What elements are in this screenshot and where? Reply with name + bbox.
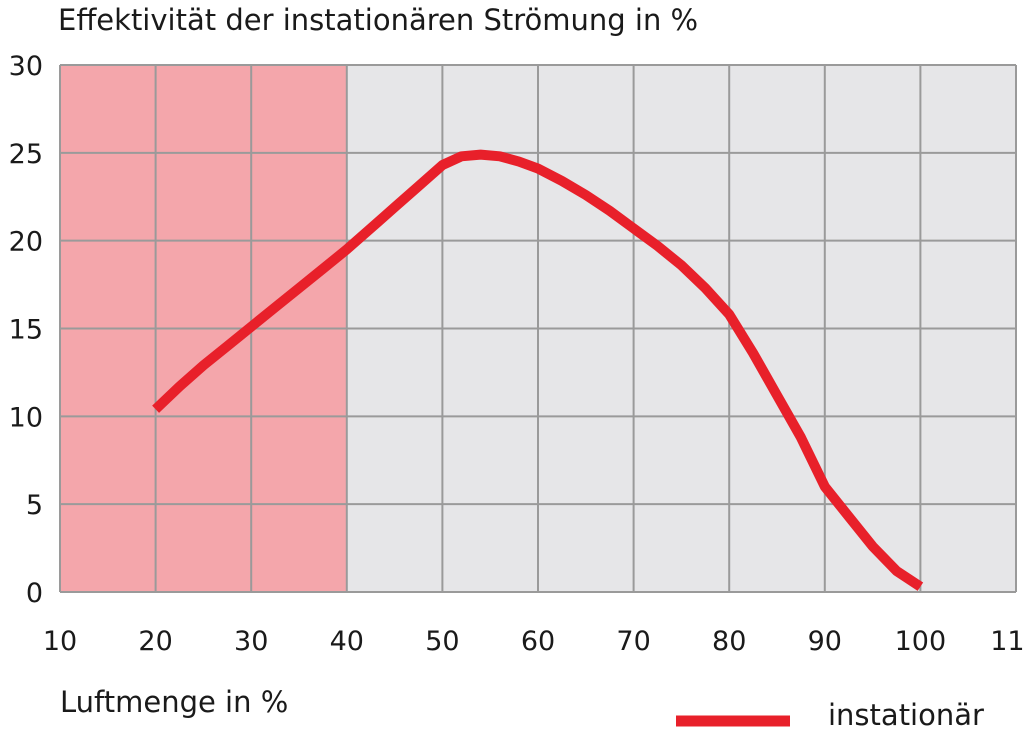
y-tick-label: 25 (9, 139, 43, 170)
series-line (152, 149, 924, 591)
y-tick-label: 30 (9, 51, 43, 82)
x-axis-label: Luftmenge in % (60, 685, 288, 719)
y-tick-label: 20 (9, 227, 43, 258)
y-tick-labels: 0 5 10 15 20 25 30 (9, 51, 43, 609)
plot-area (59, 64, 1017, 593)
y-tick-label: 5 (26, 490, 43, 521)
x-tick-label: 90 (808, 626, 842, 657)
chart-title: Effektivität der instationären Strömung … (58, 3, 698, 37)
x-tick-label: 110 (990, 626, 1024, 657)
x-tick-label: 40 (330, 626, 364, 657)
x-tick-label: 70 (616, 626, 650, 657)
x-tick-labels: 10 20 30 40 50 60 70 80 90 100 110 (43, 626, 1024, 657)
x-tick-label: 10 (43, 626, 77, 657)
legend-label: instationär (828, 698, 984, 730)
y-tick-label: 0 (26, 578, 43, 609)
x-tick-label: 60 (521, 626, 555, 657)
x-tick-label: 50 (425, 626, 459, 657)
y-tick-label: 10 (9, 402, 43, 433)
legend: instationär (676, 698, 984, 730)
y-tick-label: 15 (9, 315, 43, 346)
x-tick-label: 20 (138, 626, 172, 657)
x-tick-label: 100 (895, 626, 947, 657)
x-tick-label: 80 (712, 626, 746, 657)
x-tick-label: 30 (234, 626, 268, 657)
